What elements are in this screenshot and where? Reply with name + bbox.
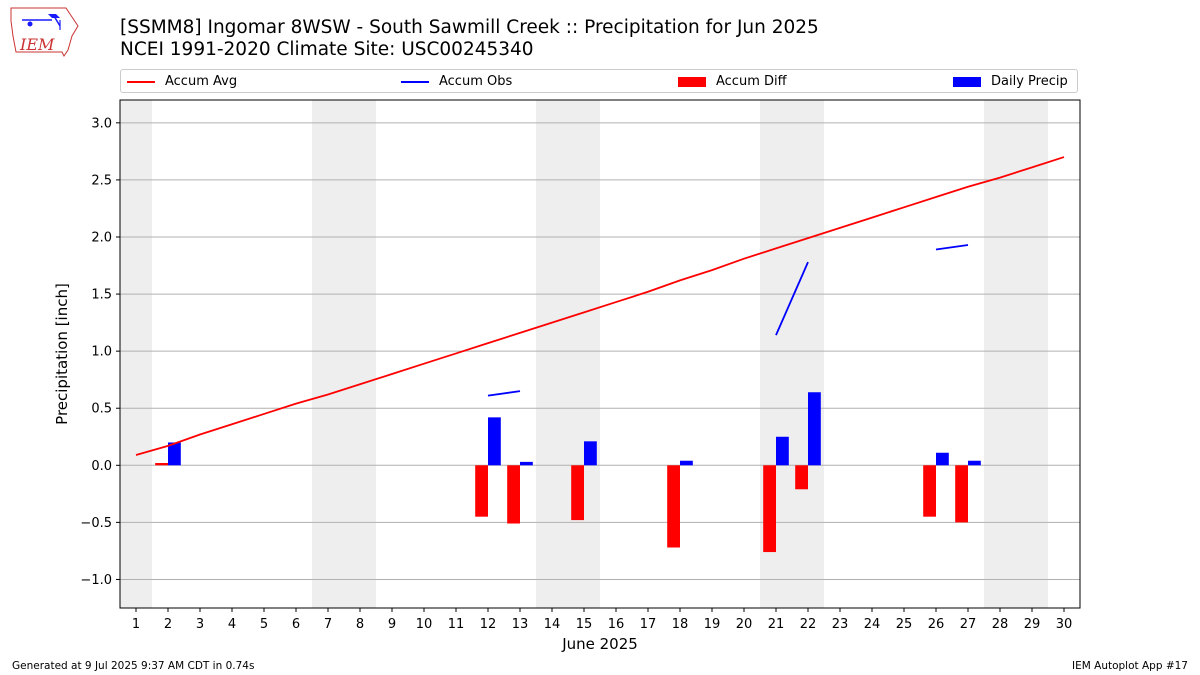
x-tick-label: 17 xyxy=(640,617,657,632)
y-tick-label: −0.5 xyxy=(80,516,112,531)
legend-item-accum-obs: Accum Obs xyxy=(401,73,512,91)
x-tick-label: 16 xyxy=(608,617,625,632)
accum-diff-bar-day-27 xyxy=(955,465,968,523)
accum-avg-line-segment-0 xyxy=(135,156,1065,456)
x-tick-label: 27 xyxy=(960,617,977,632)
legend-item-accum-avg: Accum Avg xyxy=(127,73,237,91)
x-tick-label: 22 xyxy=(800,617,817,632)
title-line-1: [SSMM8] Ingomar 8WSW - South Sawmill Cre… xyxy=(120,17,819,38)
accum-diff-bar-day-26 xyxy=(923,465,936,517)
x-tick-label: 23 xyxy=(832,617,849,632)
y-tick-label: 0.5 xyxy=(91,402,112,417)
legend-item-daily-precip: Daily Precip xyxy=(953,73,1068,91)
daily-precip-bar-day-27 xyxy=(968,460,981,466)
x-tick-label: 7 xyxy=(324,617,332,632)
daily-precip-bar-day-2 xyxy=(168,442,181,466)
x-tick-label: 1 xyxy=(132,617,140,632)
accum-diff-bar-day-21 xyxy=(763,465,776,553)
accum-diff-bar-day-13 xyxy=(507,465,520,524)
y-tick-label: 3.0 xyxy=(91,116,112,131)
x-tick-label: 12 xyxy=(480,617,497,632)
legend-label-accum-avg: Accum Avg xyxy=(165,74,238,89)
legend-swatch-daily-precip xyxy=(953,76,981,87)
legend-swatch-accum-avg xyxy=(127,80,155,83)
x-tick-label: 26 xyxy=(928,617,945,632)
x-tick-label: 18 xyxy=(672,617,689,632)
accum-diff-bar-day-12 xyxy=(475,465,488,517)
x-tick-label: 28 xyxy=(992,617,1009,632)
x-tick-label: 10 xyxy=(416,617,433,632)
daily-precip-bar-day-12 xyxy=(488,417,501,466)
y-tick-label: −1.0 xyxy=(80,573,112,588)
x-tick-label: 29 xyxy=(1024,617,1041,632)
x-tick-label: 6 xyxy=(292,617,300,632)
x-tick-label: 2 xyxy=(164,617,172,632)
accum-diff-bar-day-2 xyxy=(155,463,168,466)
accum-diff-bar-day-22 xyxy=(795,465,808,490)
y-tick-label: 1.0 xyxy=(91,345,112,360)
chart-title: [SSMM8] Ingomar 8WSW - South Sawmill Cre… xyxy=(120,17,819,61)
footer-generated: Generated at 9 Jul 2025 9:37 AM CDT in 0… xyxy=(12,660,255,672)
x-tick-label: 4 xyxy=(228,617,236,632)
daily-precip-bar-day-15 xyxy=(584,441,597,466)
y-tick-label: 2.5 xyxy=(91,173,112,188)
x-tick-label: 24 xyxy=(864,617,881,632)
legend-label-daily-precip: Daily Precip xyxy=(991,74,1068,89)
daily-precip-bar-day-13 xyxy=(520,461,533,466)
x-tick-label: 8 xyxy=(356,617,364,632)
accum-diff-bar-day-18 xyxy=(667,465,680,548)
y-axis-label: Precipitation [inch] xyxy=(53,283,71,425)
daily-precip-bar-day-21 xyxy=(776,436,789,466)
y-tick-label: 1.5 xyxy=(91,288,112,303)
weekend-band-0 xyxy=(120,100,152,608)
x-tick-label: 21 xyxy=(768,617,785,632)
weekend-band-1 xyxy=(312,100,376,608)
accum-obs-line-segment-1 xyxy=(775,261,809,336)
x-tick-label: 9 xyxy=(388,617,396,632)
accum-obs-line-segment-0 xyxy=(487,390,521,397)
weekend-band-4 xyxy=(984,100,1048,608)
logo-text: IEM xyxy=(19,35,55,54)
y-tick-label: 2.0 xyxy=(91,230,112,245)
x-tick-label: 13 xyxy=(512,617,529,632)
y-tick-label: 0.0 xyxy=(91,459,112,474)
title-line-2: NCEI 1991-2020 Climate Site: USC00245340 xyxy=(120,39,534,60)
x-tick-label: 25 xyxy=(896,617,913,632)
weekend-band-2 xyxy=(536,100,600,608)
daily-precip-bar-day-22 xyxy=(808,392,821,466)
legend-label-accum-diff: Accum Diff xyxy=(716,74,787,89)
x-axis-label: June 2025 xyxy=(561,635,638,653)
accum-diff-bar-day-15 xyxy=(571,465,584,521)
x-tick-label: 19 xyxy=(704,617,721,632)
accum-obs-line-segment-2 xyxy=(935,244,969,251)
x-tick-label: 11 xyxy=(448,617,465,632)
x-tick-label: 14 xyxy=(544,617,561,632)
x-tick-label: 20 xyxy=(736,617,753,632)
iem-logo: IEM xyxy=(10,7,79,57)
legend-swatch-accum-obs xyxy=(401,80,429,83)
daily-precip-bar-day-26 xyxy=(936,452,949,466)
x-tick-label: 5 xyxy=(260,617,268,632)
legend: Accum Avg Accum Obs Accum Diff Daily Pre… xyxy=(120,69,1078,93)
x-tick-label: 15 xyxy=(576,617,593,632)
x-tick-label: 3 xyxy=(196,617,204,632)
footer-app: IEM Autoplot App #17 xyxy=(1072,660,1188,672)
legend-item-accum-diff: Accum Diff xyxy=(678,73,787,91)
plot-frame xyxy=(119,99,1081,609)
legend-label-accum-obs: Accum Obs xyxy=(439,74,513,89)
daily-precip-bar-day-18 xyxy=(680,460,693,466)
x-tick-label: 30 xyxy=(1056,617,1073,632)
legend-swatch-accum-diff xyxy=(678,76,706,87)
